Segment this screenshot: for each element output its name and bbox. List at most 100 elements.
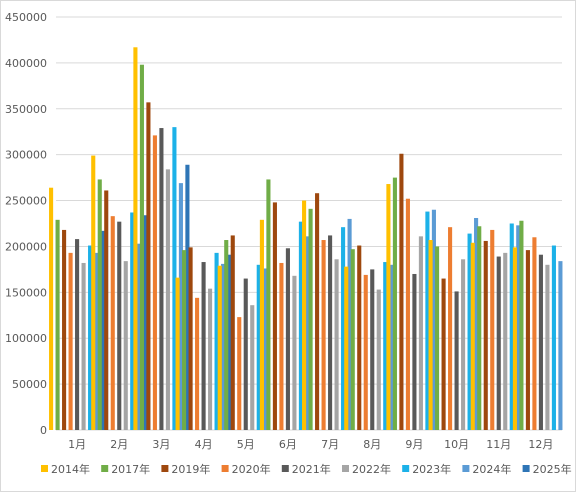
bar xyxy=(545,264,550,430)
bar xyxy=(159,128,164,430)
legend-label: 2025年 xyxy=(533,462,572,476)
x-tick-label: 4月 xyxy=(195,438,213,451)
legend-label: 2024年 xyxy=(472,462,511,476)
bar xyxy=(386,184,391,430)
bar xyxy=(49,187,54,430)
bar xyxy=(178,183,183,430)
bar xyxy=(298,221,303,430)
bar xyxy=(139,64,144,431)
bar xyxy=(509,223,514,430)
bar xyxy=(110,216,115,430)
bar xyxy=(425,211,430,430)
bar xyxy=(399,153,404,430)
bar xyxy=(363,274,368,430)
bar xyxy=(75,239,80,430)
bar xyxy=(344,266,349,430)
bar xyxy=(68,252,73,430)
legend-swatch xyxy=(462,465,470,472)
bar xyxy=(266,179,271,430)
bar xyxy=(448,227,453,430)
bar xyxy=(496,256,501,430)
bar xyxy=(123,261,128,430)
bar xyxy=(321,240,326,430)
legend-label: 2021年 xyxy=(292,462,331,476)
bar xyxy=(243,278,248,430)
x-tick-label: 11月 xyxy=(486,438,511,451)
bar xyxy=(302,200,307,430)
bar xyxy=(405,198,410,430)
bar xyxy=(201,262,206,430)
bar xyxy=(136,243,141,430)
bar xyxy=(435,246,440,430)
legend-label: 2020年 xyxy=(232,462,271,476)
y-tick-label: 100000 xyxy=(5,332,47,345)
bar xyxy=(104,190,109,430)
bar xyxy=(62,229,67,430)
x-tick-label: 8月 xyxy=(363,438,381,451)
bar xyxy=(347,218,352,430)
legend-swatch xyxy=(41,465,48,472)
bar xyxy=(81,262,86,430)
legend: 2014年 2017年 2019年 2020年 2021年 2022年 2023年 2024年… xyxy=(41,462,572,476)
bar xyxy=(221,263,226,430)
bar xyxy=(389,264,394,430)
legend-swatch xyxy=(402,465,410,472)
bar xyxy=(263,268,268,430)
x-tick-labels: 1月 2月 3月 4月 5月 6月 7月 8月 9月 10月 11月 12月 xyxy=(68,438,553,451)
bar xyxy=(256,264,261,430)
bar xyxy=(143,215,148,430)
bar xyxy=(308,208,313,430)
x-tick-label: 2月 xyxy=(110,438,128,451)
bar xyxy=(133,47,138,430)
bar xyxy=(146,102,151,430)
bar xyxy=(503,252,508,430)
bar xyxy=(152,135,157,431)
bar xyxy=(91,155,96,430)
bar xyxy=(477,226,482,430)
legend-swatch xyxy=(281,465,289,472)
bar xyxy=(551,245,556,430)
legend-swatch xyxy=(101,465,109,472)
bar xyxy=(376,289,381,430)
bar xyxy=(94,252,99,430)
bar xyxy=(334,259,339,430)
y-tick-label: 50000 xyxy=(12,378,47,391)
bar xyxy=(88,245,93,430)
bar xyxy=(97,179,102,430)
legend-label: 2023年 xyxy=(412,462,451,476)
bar xyxy=(214,252,219,430)
bar xyxy=(418,236,423,430)
bar xyxy=(250,305,255,430)
x-tick-label: 1月 xyxy=(68,438,86,451)
x-tick-label: 6月 xyxy=(279,438,297,451)
bar xyxy=(305,236,310,430)
legend-label: 2022年 xyxy=(352,462,391,476)
y-tick-label: 0 xyxy=(40,424,47,437)
y-tick-labels: 0 50000 100000 150000 200000 250000 300000 3500… xyxy=(5,11,47,437)
legend-label: 2014年 xyxy=(51,462,90,476)
y-tick-label: 350000 xyxy=(5,103,47,116)
bar xyxy=(224,240,229,430)
y-tick-label: 200000 xyxy=(5,240,47,253)
bar xyxy=(428,240,433,430)
x-tick-label: 10月 xyxy=(444,438,469,451)
y-tick-label: 400000 xyxy=(5,57,47,70)
bar xyxy=(357,245,362,430)
bar xyxy=(483,240,488,430)
bar xyxy=(516,225,521,430)
x-tick-label: 3月 xyxy=(152,438,170,451)
bar xyxy=(227,254,232,430)
bar xyxy=(117,221,122,430)
bar xyxy=(474,217,479,430)
bar xyxy=(328,235,333,430)
legend-label: 2019年 xyxy=(171,462,210,476)
bar xyxy=(461,259,466,430)
x-tick-label: 5月 xyxy=(237,438,255,451)
y-tick-label: 250000 xyxy=(5,195,47,208)
x-tick-label: 12月 xyxy=(528,438,553,451)
x-tick-label: 9月 xyxy=(405,438,423,451)
bar xyxy=(101,230,106,430)
bar xyxy=(130,212,135,430)
